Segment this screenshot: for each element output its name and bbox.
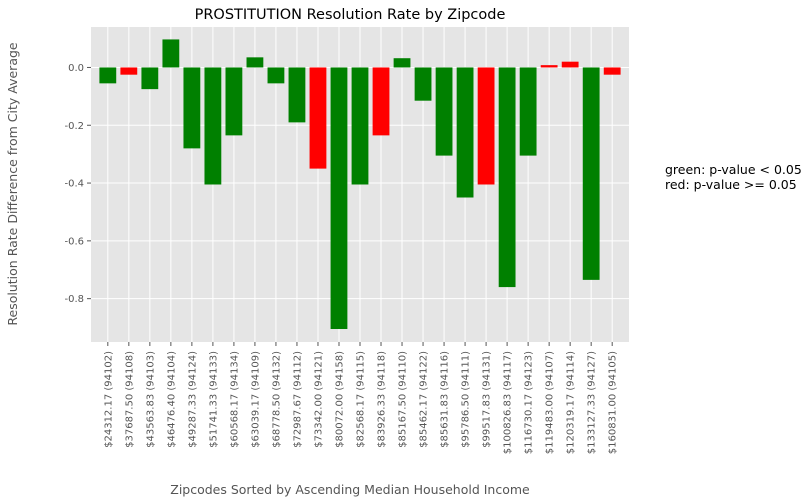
- bar: [498, 67, 516, 288]
- x-tick-label: $63039.17 (94109): [250, 351, 261, 448]
- bar: [330, 67, 348, 329]
- x-tick-label: $60568.17 (94134): [229, 351, 240, 448]
- x-axis-ticks: $24312.17 (94102) $37687.50 (94108) $43563…: [103, 342, 619, 454]
- chart-title: PROSTITUTION Resolution Rate by Zipcode: [195, 7, 506, 23]
- x-axis-label: Zipcodes Sorted by Ascending Median Hous…: [170, 482, 530, 497]
- x-tick-label: $100826.83 (94117): [503, 351, 514, 454]
- x-tick-label: $85167.50 (94110): [398, 351, 409, 448]
- bar: [582, 67, 600, 280]
- significance-note-red: red: p-value >= 0.05: [665, 177, 797, 192]
- bar: [120, 67, 138, 75]
- bar: [477, 67, 495, 185]
- x-tick-label: $116730.17 (94123): [524, 351, 535, 454]
- bar: [603, 67, 621, 75]
- bar: [225, 67, 243, 136]
- x-tick-label: $160831.00 (94105): [608, 351, 619, 454]
- bar: [246, 57, 264, 68]
- bar: [456, 67, 474, 198]
- y-tick-label: -0.6: [64, 236, 84, 247]
- x-tick-label: $120319.17 (94114): [566, 351, 577, 454]
- y-tick-label: -0.4: [64, 179, 84, 190]
- bar: [162, 39, 180, 68]
- x-tick-label: $72987.67 (94112): [292, 351, 303, 448]
- bar: [99, 67, 117, 84]
- x-tick-label: $68778.50 (94132): [271, 351, 282, 448]
- x-tick-label: $43563.83 (94103): [145, 351, 156, 448]
- bar: [267, 67, 285, 84]
- bar: [561, 61, 579, 68]
- x-tick-label: $85631.83 (94116): [440, 351, 451, 448]
- bar: [393, 58, 411, 68]
- x-tick-label: $85462.17 (94122): [419, 351, 430, 448]
- bar: [372, 67, 390, 136]
- y-tick-label: -0.2: [64, 121, 84, 132]
- bar: [204, 67, 222, 185]
- bar: [183, 67, 201, 149]
- y-tick-label: 0.0: [68, 63, 84, 74]
- x-tick-label: $37687.50 (94108): [124, 351, 135, 448]
- bar: [288, 67, 306, 123]
- x-tick-label: $80072.00 (94158): [334, 351, 345, 448]
- significance-note-green: green: p-value < 0.05: [665, 162, 802, 177]
- x-tick-label: $83926.33 (94118): [377, 351, 388, 448]
- bar: [519, 67, 537, 156]
- y-tick-label: -0.8: [64, 294, 84, 305]
- x-tick-label: $82568.17 (94115): [356, 351, 367, 448]
- bar: [414, 67, 432, 101]
- x-tick-label: $51741.33 (94133): [208, 351, 219, 448]
- y-axis-ticks: 0.0 -0.2 -0.4 -0.6 -0.8: [64, 63, 91, 305]
- bar: [540, 65, 558, 68]
- bars: [99, 39, 621, 329]
- x-tick-label: $49287.33 (94124): [187, 351, 198, 448]
- x-tick-label: $119483.00 (94107): [545, 351, 556, 454]
- bar: [435, 67, 453, 156]
- y-axis-label: Resolution Rate Difference from City Ave…: [5, 42, 20, 326]
- x-tick-label: $46476.40 (94104): [166, 351, 177, 448]
- bar: [351, 67, 369, 185]
- x-tick-label: $133127.33 (94127): [587, 351, 598, 454]
- bar: [141, 67, 159, 90]
- bar: [309, 67, 327, 169]
- x-tick-label: $99517.83 (94131): [482, 351, 493, 448]
- x-tick-label: $73342.00 (94121): [313, 351, 324, 448]
- x-tick-label: $95786.50 (94111): [461, 351, 472, 448]
- x-tick-label: $24312.17 (94102): [103, 351, 114, 448]
